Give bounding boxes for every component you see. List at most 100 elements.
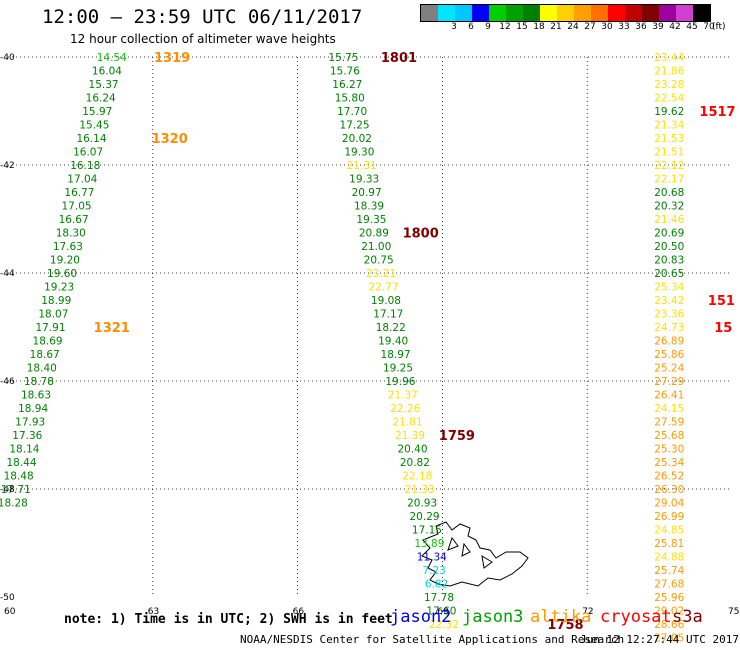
wave-height-value: 19.60: [47, 268, 77, 280]
wave-height-value: 23.21: [366, 268, 396, 280]
wave-height-value: 21.51: [654, 147, 684, 159]
wave-height-value: 26.99: [654, 511, 684, 523]
wave-height-value: 29.02: [654, 606, 684, 618]
wave-height-value: 18.44: [6, 457, 36, 469]
wave-height-value: 20.32: [654, 201, 684, 213]
wave-height-value: 13.89: [414, 538, 444, 550]
pass-time-label: 1319: [154, 51, 190, 66]
wave-height-value: 21.33: [405, 484, 435, 496]
page-title: 12:00 — 23:59 UTC 06/11/2017: [42, 6, 363, 28]
wave-height-value: 27.59: [654, 417, 684, 429]
wave-height-value: 15.97: [82, 106, 112, 118]
legend-swatch: [591, 5, 608, 21]
legend-label: 36: [635, 22, 647, 32]
axis-labels: -40 -42 -44 -46 -48 -50 60 63 66 69 72 75: [0, 53, 739, 617]
wave-height-value: 19.40: [378, 336, 408, 348]
wave-height-value: 11.34: [417, 552, 447, 564]
wave-height-value: 21.39: [395, 430, 425, 442]
legend-unit: (ft): [712, 22, 726, 32]
legend-label: 9: [485, 22, 491, 32]
wave-height-value: 25.74: [654, 565, 684, 577]
wave-height-value: 20.69: [654, 228, 684, 240]
wave-height-value: 20.89: [359, 228, 389, 240]
legend-label: 15: [516, 22, 528, 32]
kerguelen-island-outline: [421, 521, 529, 587]
wave-height-value: 24.15: [654, 403, 684, 415]
timestamp: Jun 12 12:27:44 UTC 2017: [580, 633, 739, 646]
pass-time-label: 151: [708, 294, 735, 309]
wave-height-value: 18.78: [24, 376, 54, 388]
wave-height-value: 25.34: [654, 457, 684, 469]
wave-height-value: 25.96: [654, 592, 684, 604]
wave-height-value: 7.23: [422, 565, 445, 577]
legend-swatch: [540, 5, 557, 21]
wave-height-value: 28.66: [654, 619, 684, 631]
wave-height-value: 21.81: [393, 417, 423, 429]
wave-height-value: 17.04: [67, 174, 97, 186]
wave-height-value: 17.25: [340, 120, 370, 132]
wave-height-value: 16.67: [59, 214, 89, 226]
lon-tick-label: 72: [582, 607, 593, 617]
pass-time-labels: 1319 1320 1321 1801 1800 1759 1758 1517 151 15: [94, 51, 736, 633]
wave-height-value: 19.30: [344, 147, 374, 159]
lon-tick-label: 66: [293, 607, 305, 617]
legend-label: 70: [703, 22, 715, 32]
page-subtitle: 12 hour collection of altimeter wave hei…: [70, 32, 336, 46]
wave-height-value: 22.77: [368, 282, 398, 294]
wave-height-value: 15.80: [335, 93, 365, 105]
legend-label: 12: [499, 22, 511, 32]
wave-height-value: 16.24: [86, 93, 116, 105]
wave-height-value: 16.14: [76, 133, 106, 145]
lon-tick-label: 75: [728, 607, 739, 617]
wave-height-value: 15.75: [328, 52, 358, 64]
lon-tick-label: 63: [148, 607, 159, 617]
lat-tick-label: -40: [0, 53, 15, 63]
lon-tick-label: 69: [437, 607, 449, 617]
wave-height-value: 18.69: [33, 336, 63, 348]
legend-label: 24: [567, 22, 579, 32]
legend-swatch: [438, 5, 455, 21]
wave-height-value: 20.50: [654, 241, 684, 253]
wave-height-value: 27.68: [654, 579, 684, 591]
wave-height-value: 15.37: [89, 79, 119, 91]
wave-height-value: 21.37: [388, 390, 418, 402]
wave-height-value: 18.14: [9, 444, 39, 456]
wave-height-value: 23.42: [654, 295, 684, 307]
wave-height-value: 22.26: [390, 403, 420, 415]
lat-tick-label: -48: [0, 485, 15, 495]
legend-swatch: [557, 5, 574, 21]
legend-swatch: [693, 5, 710, 21]
wave-height-value: 17.36: [12, 430, 42, 442]
wave-height-value: 16.04: [92, 66, 122, 78]
map-grid: [8, 56, 732, 597]
pass-time-label: 1517: [699, 105, 735, 120]
wave-height-value: 29.04: [654, 498, 684, 510]
wave-height-value: 18.39: [354, 201, 384, 213]
wave-height-value: 17.78: [424, 592, 454, 604]
wave-height-value: 20.65: [654, 268, 684, 280]
wave-height-value: 22.54: [654, 93, 684, 105]
pass-time-label: 1800: [403, 227, 439, 242]
legend-swatch: [642, 5, 659, 21]
legend-label: 33: [618, 22, 630, 32]
legend-swatch: [506, 5, 523, 21]
legend-label: 18: [533, 22, 545, 32]
legend-swatch: [659, 5, 676, 21]
wave-height-value: 21.31: [347, 160, 377, 172]
wave-height-value: 26.52: [654, 471, 684, 483]
wave-height-value: 18.30: [56, 228, 86, 240]
legend-swatch: [489, 5, 506, 21]
wave-height-value: 18.97: [381, 349, 411, 361]
wave-height-value: 18.07: [38, 309, 68, 321]
legend-swatch: [574, 5, 591, 21]
wave-height-value: 18.63: [21, 390, 51, 402]
wave-height-value: 20.93: [407, 498, 437, 510]
wave-height-value: 18.48: [4, 471, 34, 483]
wave-height-value: 22.12: [654, 160, 684, 172]
wave-height-value: 17.70: [337, 106, 367, 118]
